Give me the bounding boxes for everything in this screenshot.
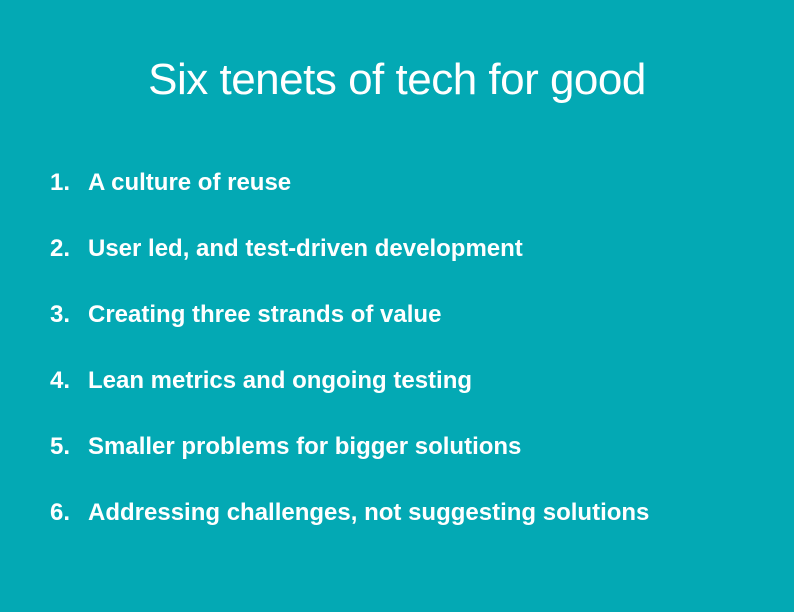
tenet-number: 5. bbox=[50, 433, 71, 460]
tenet-text: Lean metrics and ongoing testing bbox=[88, 367, 473, 394]
tenet-text: A culture of reuse bbox=[88, 169, 292, 196]
tenet-number: 4. bbox=[50, 367, 71, 394]
tenet-number: 6. bbox=[50, 499, 71, 526]
list-item: 5. Smaller problems for bigger solutions bbox=[50, 428, 649, 494]
slide-title: Six tenets of tech for good bbox=[148, 55, 646, 104]
tenet-number: 2. bbox=[50, 235, 71, 262]
list-item: 1. A culture of reuse bbox=[50, 164, 649, 230]
tenet-text: User led, and test-driven development bbox=[88, 235, 523, 262]
list-item: 6. Addressing challenges, not suggesting… bbox=[50, 494, 649, 560]
list-item: 4. Lean metrics and ongoing testing bbox=[50, 362, 649, 428]
list-item: 2. User led, and test-driven development bbox=[50, 230, 649, 296]
tenet-text: Creating three strands of value bbox=[88, 301, 442, 328]
tenet-number: 3. bbox=[50, 301, 71, 328]
list-item: 3. Creating three strands of value bbox=[50, 296, 649, 362]
tenets-list: 1. A culture of reuse 2. User led, and t… bbox=[50, 164, 649, 560]
tenet-text: Addressing challenges, not suggesting so… bbox=[88, 499, 650, 526]
tenet-text: Smaller problems for bigger solutions bbox=[88, 433, 522, 460]
tenet-number: 1. bbox=[50, 169, 71, 196]
